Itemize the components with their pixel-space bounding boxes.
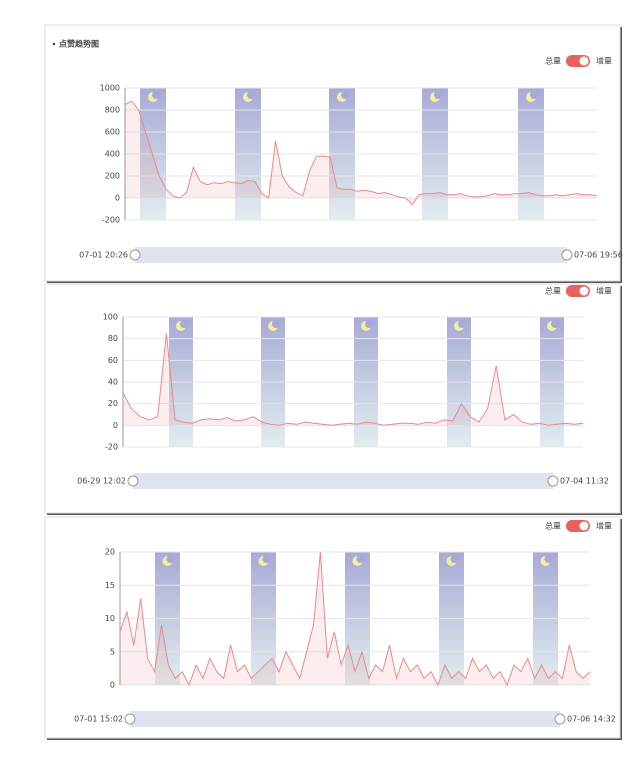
moon-cut [434, 91, 442, 99]
y-tick-label: -200 [102, 216, 120, 225]
y-tick-label: 15 [105, 581, 115, 590]
slider-handle[interactable] [124, 713, 136, 725]
moon-cut [450, 555, 459, 563]
moon-cut [152, 91, 160, 99]
panel [44, 516, 621, 739]
area [123, 333, 583, 426]
y-tick-label: 0 [115, 194, 120, 203]
slider-handle[interactable] [554, 713, 566, 725]
line [119, 551, 591, 687]
y-tick-label: 40 [108, 378, 118, 387]
chart-title: 点赞趋势图 [59, 39, 99, 49]
range-slider[interactable] [135, 247, 567, 263]
y-tick-label: 100 [103, 313, 118, 322]
toggle-knob [579, 56, 589, 66]
y-tick-label: 800 [105, 106, 120, 115]
y-tick-label: 5 [110, 647, 115, 656]
y-tick-label: 20 [108, 399, 118, 408]
moon-cut [247, 91, 255, 99]
y-tick-label: 0 [110, 681, 115, 690]
moon-cut [341, 91, 349, 99]
slider-handle[interactable] [129, 249, 141, 261]
moon-cut [180, 320, 188, 328]
range-start: 07-01 15:02 [74, 715, 123, 724]
range-end: 07-06 14:32 [567, 715, 616, 724]
toggle-label: 增量 [596, 286, 612, 296]
slider-handle[interactable] [547, 475, 559, 487]
line [122, 333, 584, 426]
y-tick-label: 60 [108, 356, 118, 365]
y-tick-label: 400 [105, 150, 120, 159]
y-tick-label: 10 [105, 614, 115, 623]
range-slider[interactable] [133, 473, 553, 489]
title-dot [52, 42, 56, 46]
range-end: 07-04 11:32 [560, 477, 609, 486]
moon-cut [272, 320, 280, 328]
y-tick-label: 1000 [100, 84, 120, 93]
moon-cut [544, 555, 553, 563]
y-tick-label: 200 [105, 172, 120, 181]
y-tick-label: 0 [113, 421, 118, 430]
toggle-knob [579, 521, 589, 531]
range-end: 07-06 19:56 [574, 251, 623, 260]
toggle-knob [579, 286, 589, 296]
moon-cut [262, 555, 271, 563]
y-tick-label: 80 [108, 334, 118, 343]
toggle-label: 增量 [596, 521, 612, 531]
y-tick-label: -20 [105, 443, 118, 452]
slider-handle[interactable] [561, 249, 573, 261]
range-start: 07-01 20:26 [79, 251, 128, 260]
toggle-label: 总量 [545, 286, 561, 296]
moon-cut [365, 320, 373, 328]
area [120, 552, 590, 685]
moon-cut [458, 320, 466, 328]
toggle-label: 总量 [545, 56, 561, 66]
slider-handle[interactable] [127, 475, 139, 487]
y-tick-label: 20 [105, 548, 115, 557]
moon-cut [356, 555, 365, 563]
moon-cut [530, 91, 538, 99]
line [124, 100, 598, 206]
moon-cut [166, 555, 175, 563]
range-start: 06-29 12:02 [77, 477, 126, 486]
y-tick-label: 600 [105, 128, 120, 137]
toggle-label: 总量 [545, 521, 561, 531]
moon-cut [551, 320, 559, 328]
toggle-label: 增量 [596, 56, 612, 66]
range-slider[interactable] [130, 711, 560, 727]
